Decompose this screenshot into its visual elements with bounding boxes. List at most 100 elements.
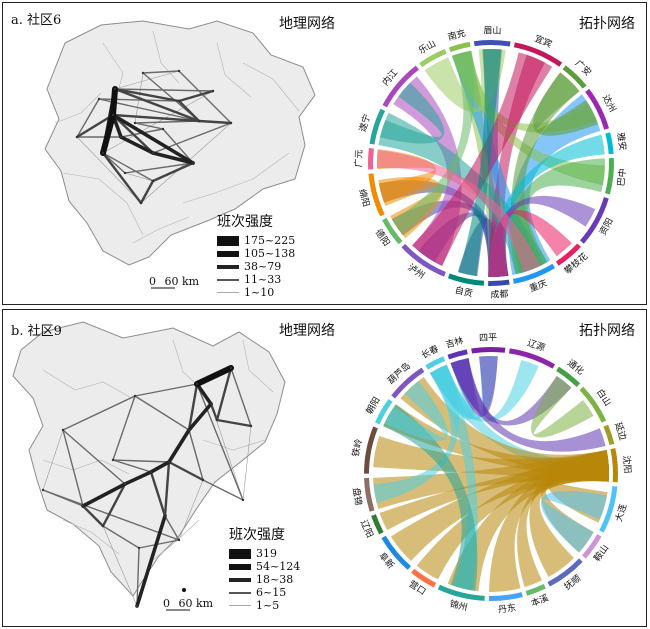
map-a-city-node [197,119,201,123]
map-a-route-link [119,135,155,155]
map-b-city-node [177,538,181,542]
legend-title: 班次强度 [229,527,285,543]
chord-b-arc-通化 [556,366,581,388]
chord-b-arc-铁岭 [364,426,378,474]
chord-b-ribbon [450,356,498,417]
map-b-route-link [81,482,127,508]
map-a-route-link [134,122,164,130]
map-a-city-node [111,113,115,117]
map-b-route-link [42,429,64,491]
chord-b-city-label: 丹东 [497,602,516,616]
map-b-route-link [149,470,167,518]
map-a-route-link [102,152,154,182]
panel-b-topo-title: 拓扑网络 [579,323,635,339]
chord-a-arc-乐山 [419,49,447,68]
chord-a-arc-资阳 [580,197,609,244]
map-b-route-link [242,425,252,501]
map-b-district-boundary [42,369,136,401]
chord-b-arc-辽源 [508,348,556,369]
map-b-city-node [101,524,105,528]
map-a-route-link [124,172,154,182]
map-a-city-node [101,151,105,155]
chord-a-city-label: 达州 [600,93,619,114]
chord-a-city-label: 乐山 [416,37,438,56]
map-a-route-link [111,113,201,123]
chord-a-city-label: 绵阳 [356,188,372,209]
map-b-city-node [135,604,139,608]
map-a-city-node [177,69,181,73]
map-b-city-node [241,498,245,502]
map-b-city-node [229,366,233,370]
map-a-city-node [141,71,145,75]
legend-label: 175~225 [244,234,296,247]
map-b-route-link [215,366,233,422]
map-b-city-node [61,428,65,432]
map-a-district-boundary [182,152,290,204]
map-b-marker [182,588,186,592]
map-a-route-link [114,70,180,90]
chord-a-ribbon [511,158,605,275]
chord-b-arc-吉林 [447,349,468,360]
chord-b-arc-辽阳 [371,514,384,535]
legend-label: 38~79 [244,260,282,273]
map-b-route-link [187,382,199,432]
chord-a-arc-泸州 [401,243,446,277]
map-b-route-link [123,470,153,486]
legend-item: 105~138 [217,247,295,260]
map-b-district-boundary [242,339,274,393]
chord-a-city-label: 重庆 [528,277,549,295]
map-b-city-node [215,418,219,422]
chord-b-ribbon [384,380,448,442]
chord-a-arc-攀枝花 [555,243,581,266]
map-b-city-node [133,394,137,398]
legend-title: 班次强度 [217,214,273,230]
map-b-route-link [196,383,244,501]
chord-a-arc-南充 [448,41,471,53]
chord-a-arc-雅安 [605,132,614,155]
chord-b-ribbon [541,490,608,553]
chord-a-city-label: 巴中 [615,168,629,187]
map-a-route-link [177,99,201,123]
panel-community-9: 吉林 四平 辽源 通化 白山 延边 沈阳 大连 鞍山 抚顺 本溪 丹东 锦州 营口 阜新 辽阳 盘锦 铁岭 朝阳 葫芦… [2,309,647,627]
map-b-route-link [187,402,213,432]
map-a-city-node [229,121,233,125]
chord-a-arc-巴中 [605,158,614,195]
map-a-route-link [162,128,194,164]
map-b-route-link [136,547,140,607]
map-b-district-boundary [42,459,130,475]
map-a-city-node [151,151,155,155]
chord-b-city-label: 铁岭 [349,438,364,458]
map-b-route-link [209,402,219,422]
chord-a-arc-德阳 [382,217,403,245]
chord-a-city-label: 自贡 [454,284,474,299]
chord-a-arc-达州 [585,88,609,130]
map-a-district-boundary [242,62,300,112]
map-b-city-node [187,428,191,432]
chord-b-arc-抚顺 [547,558,583,587]
map-a-route-link [111,113,195,165]
map-b-route-link [102,525,140,549]
chord-a-city-label: 成都 [490,288,509,301]
chord-b-city-label: 辽阳 [358,518,375,539]
map-a-district-boundary [132,216,190,244]
legend-label: 1~5 [256,599,280,612]
map-b-route-link [138,539,180,549]
map-a-district-boundary [216,42,252,98]
legend-label: 54~124 [256,560,301,573]
chord-b-arc-丹东 [488,592,523,601]
map-a-route-link [142,70,180,74]
scale-zero: 0 [163,597,170,610]
map-a-route-link [111,113,155,155]
scale-label: 60 km [178,597,214,610]
map-a-city-node [75,135,79,139]
chord-b-arc-沈阳 [610,448,618,483]
scale-zero: 0 [149,275,156,288]
map-a-route-link [110,86,118,118]
legend-label: 6~15 [256,586,287,599]
legend-item: 1~5 [229,599,300,612]
map-b-route-link [134,395,190,431]
legend-label: 1~10 [244,286,275,299]
map-b-city-node [209,402,213,406]
chord-a-ribbon [458,48,502,277]
